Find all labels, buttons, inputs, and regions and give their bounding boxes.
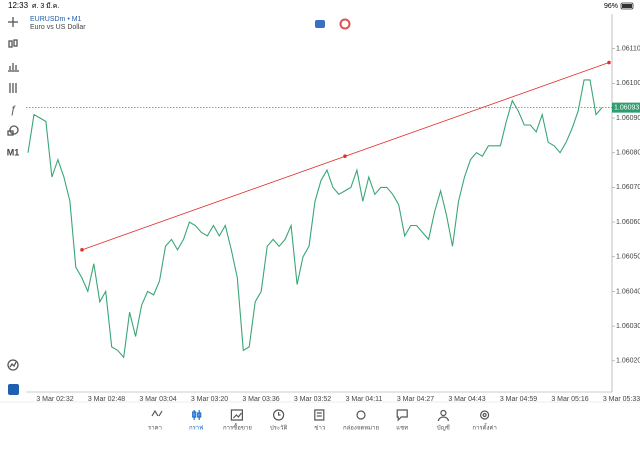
x-tick-label: 3 Mar 04:43 <box>448 396 485 403</box>
nav-label: ราคา <box>148 425 162 432</box>
nav-label: การซื้อขาย <box>223 422 252 432</box>
nav-label: กราฟ <box>189 425 203 432</box>
trendline-anchor <box>607 60 611 65</box>
trendline-anchor <box>343 154 347 158</box>
trade-button[interactable] <box>315 20 325 28</box>
y-tick-label: 1.06050 <box>616 254 640 261</box>
y-tick-label: 1.06110 <box>616 46 640 53</box>
current-price-box <box>612 102 640 113</box>
x-tick-label: 3 Mar 03:36 <box>242 396 279 403</box>
current-price-label: 1.06093 <box>614 104 639 111</box>
objects-tool[interactable] <box>7 125 19 136</box>
status-battery: 96% <box>604 3 618 10</box>
function-tool[interactable]: ƒ <box>10 104 16 116</box>
nav-icon <box>480 410 490 420</box>
nav-label: แชท <box>396 425 408 432</box>
status-date: ศ. 3 มี.ค. <box>32 2 59 10</box>
battery-icon <box>620 2 634 10</box>
nav-icon <box>273 409 285 421</box>
y-tick-label: 1.06040 <box>616 288 640 295</box>
chart-subtitle: Euro vs US Dollar <box>30 24 86 31</box>
nav-label: บัญชี <box>437 424 450 432</box>
trendline-anchor <box>80 248 84 252</box>
signals-tool[interactable] <box>7 359 19 371</box>
battery-level <box>622 4 632 8</box>
nav-label: ข่าว <box>314 425 325 432</box>
timeframe[interactable]: M1 <box>7 147 20 157</box>
nav-item[interactable]: การตั้งค่า <box>472 410 497 432</box>
nav-label: กล่องจดหมาย <box>343 425 379 432</box>
nav-label: ประวัติ <box>270 425 288 432</box>
nav-icon <box>396 409 408 422</box>
nav-icon <box>356 410 366 420</box>
nav-icon <box>230 409 243 421</box>
nav-item[interactable]: ข่าว <box>314 409 325 432</box>
y-tick-label: 1.06020 <box>616 358 640 365</box>
crosshair-tool[interactable] <box>8 17 18 27</box>
nav-item[interactable]: บัญชี <box>437 409 450 432</box>
x-tick-label: 3 Mar 02:32 <box>36 396 73 403</box>
nav-item[interactable]: การซื้อขาย <box>223 409 252 432</box>
nav-label: การตั้งค่า <box>472 422 496 432</box>
chart-title: EURUSDm • M1 <box>30 16 82 23</box>
x-tick-label: 3 Mar 04:11 <box>346 396 383 403</box>
nav-icon <box>192 410 202 420</box>
y-tick-label: 1.06090 <box>616 115 640 122</box>
x-tick-label: 3 Mar 03:52 <box>294 396 331 403</box>
x-tick-label: 3 Mar 02:48 <box>88 396 125 403</box>
x-tick-label: 3 Mar 04:27 <box>397 396 434 403</box>
indicators-tool[interactable] <box>8 63 19 72</box>
status-time: 12:33 <box>8 1 29 10</box>
chart-type-tool[interactable] <box>8 39 18 48</box>
y-tick-label: 1.06100 <box>616 80 640 87</box>
y-tick-label: 1.06030 <box>616 323 640 330</box>
y-tick-label: 1.06060 <box>616 219 640 226</box>
x-tick-label: 3 Mar 03:04 <box>139 396 176 403</box>
nav-item[interactable]: ราคา <box>148 409 163 432</box>
nav-icon <box>314 409 325 421</box>
app-icon[interactable] <box>8 384 19 395</box>
x-tick-label: 3 Mar 03:20 <box>191 396 228 403</box>
nav-icon <box>151 409 163 417</box>
x-tick-label: 3 Mar 05:16 <box>551 396 588 403</box>
nav-item[interactable]: กล่องจดหมาย <box>343 410 379 432</box>
x-tick-label: 3 Mar 04:59 <box>500 396 537 403</box>
one-click-button[interactable] <box>339 18 351 30</box>
y-tick-label: 1.06080 <box>616 150 640 157</box>
price-line <box>27 79 603 359</box>
nav-item[interactable]: แชท <box>396 409 408 432</box>
left-toolbar: ƒ M1 <box>7 17 20 395</box>
settings-tool[interactable] <box>9 83 17 93</box>
nav-icon <box>437 409 449 422</box>
nav-item[interactable]: กราฟ <box>189 410 203 432</box>
x-tick-label: 3 Mar 05:33 <box>603 396 640 403</box>
y-tick-label: 1.06070 <box>616 184 640 191</box>
nav-item[interactable]: ประวัติ <box>270 409 288 432</box>
